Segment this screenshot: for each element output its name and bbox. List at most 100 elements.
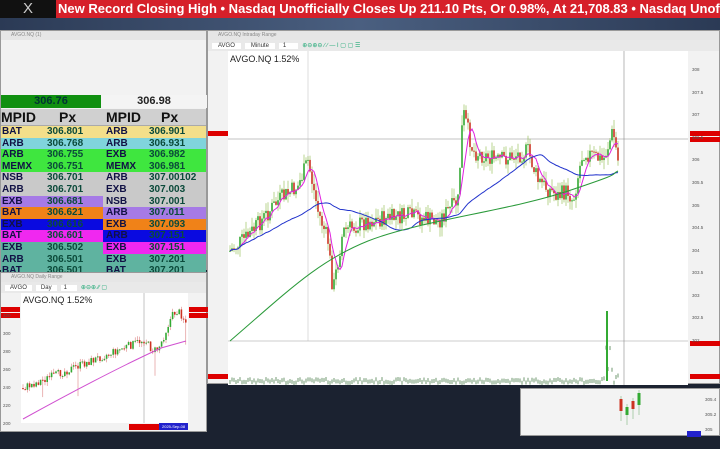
count-select[interactable]: 1	[60, 284, 77, 291]
y-tick-label: 307.5	[692, 89, 704, 95]
candle	[389, 213, 391, 220]
x-logo: X	[0, 0, 56, 18]
candle	[449, 206, 451, 209]
candle	[587, 157, 589, 162]
candle	[134, 340, 136, 342]
candle	[443, 213, 445, 222]
daily-price-plot[interactable]	[1, 293, 208, 431]
candle	[327, 226, 329, 244]
price-tag	[208, 131, 228, 136]
candle	[99, 356, 101, 361]
quote-row: EXB 307.201	[103, 253, 206, 266]
y-tick-label: 305.5	[692, 179, 704, 185]
candle	[267, 210, 269, 221]
candle	[83, 361, 86, 367]
volume-bar	[421, 379, 423, 384]
chart-symbol-label: AVGO.NQ 1.52%	[23, 295, 93, 305]
price-cell: 307.151	[149, 230, 186, 242]
candle	[64, 371, 66, 377]
volume-bar	[489, 378, 491, 383]
candle	[593, 151, 595, 153]
mpid-cell: BAT	[2, 230, 22, 242]
mpid-cell: EXB	[106, 183, 127, 195]
candle	[309, 159, 311, 172]
volume-bar	[567, 380, 569, 385]
candle	[247, 231, 249, 237]
volume-bar	[617, 373, 619, 378]
symbol-input[interactable]: AVGO	[5, 284, 32, 291]
candle	[239, 236, 241, 248]
candle	[108, 354, 110, 356]
volume-bar	[275, 377, 277, 382]
volume-bar	[587, 379, 589, 384]
zoom-tools-icon[interactable]: ⊕⊖⊕ ∕∕ ▢	[80, 285, 108, 291]
candle	[81, 361, 84, 363]
candle	[311, 171, 313, 184]
volume-bar	[595, 379, 597, 384]
candle	[555, 193, 557, 200]
candle	[599, 155, 601, 161]
best-ask: 306.98	[101, 95, 207, 108]
candle	[471, 147, 473, 151]
symbol-input[interactable]: AVGO	[212, 42, 241, 49]
candle	[245, 231, 247, 238]
candle	[415, 209, 417, 211]
candle	[397, 211, 399, 217]
volume-bar	[367, 379, 369, 384]
volume-bar	[337, 379, 339, 384]
mpid-cell: ARB	[106, 172, 128, 184]
price-tag	[690, 131, 720, 136]
px-header: Px	[161, 109, 179, 125]
interval-select[interactable]: Day	[35, 284, 57, 291]
volume-bar	[251, 380, 253, 385]
candle	[461, 125, 463, 168]
candle	[42, 379, 44, 381]
candle	[365, 217, 367, 231]
moving-average-slow	[229, 170, 619, 342]
candle	[143, 341, 145, 344]
intraday-price-plot[interactable]	[208, 51, 720, 385]
volume-bar	[283, 377, 285, 382]
volume-bar	[575, 379, 577, 384]
candle	[53, 372, 55, 374]
quote-row: ARB 306.501	[1, 253, 104, 266]
quote-row: EXB 307.151	[103, 241, 206, 254]
price-cell: 307.001	[149, 195, 186, 207]
mpid-cell: ARB	[106, 230, 128, 242]
volume-bar	[285, 380, 287, 385]
volume-bar	[465, 379, 467, 384]
candle	[401, 208, 403, 224]
volume-bar	[613, 380, 615, 385]
candle	[395, 216, 397, 220]
count-select[interactable]: 1	[278, 42, 299, 49]
volume-bar	[569, 379, 571, 384]
price-cell: 306.801	[47, 126, 84, 137]
candle	[535, 168, 537, 173]
zoom-tools-icon[interactable]: ⊕⊖⊕⊖ ∕ ∕ — ǀ ▢ ▢ ☰	[302, 43, 361, 49]
candle	[343, 227, 345, 237]
candle	[447, 207, 449, 209]
candle	[469, 122, 471, 148]
price-tag	[1, 307, 20, 312]
price-cell: 306.701	[47, 183, 84, 195]
volume-bar	[571, 379, 573, 384]
candle	[105, 354, 108, 359]
candle	[130, 342, 132, 349]
candle	[351, 221, 353, 229]
candle	[259, 216, 261, 231]
volume-bar	[261, 379, 263, 384]
volume-bar	[429, 380, 431, 385]
candle	[347, 227, 349, 230]
bid-table: MPID Px BAT 306.801 ARB 306.768 ARB 306.755 MEM…	[1, 109, 104, 300]
quote-row: ARB 306.931	[103, 137, 206, 150]
volume-bar	[245, 380, 247, 385]
candle	[26, 383, 29, 390]
quote-row: ARB 307.011	[103, 207, 206, 219]
interval-select[interactable]: Minute	[244, 42, 275, 49]
candle	[281, 189, 283, 193]
volume-bar	[305, 378, 307, 383]
candle	[251, 226, 253, 231]
news-ticker: X New Record Closing High • Nasdaq Unoff…	[0, 0, 720, 18]
candle	[283, 189, 285, 200]
volume-bar	[347, 380, 349, 385]
